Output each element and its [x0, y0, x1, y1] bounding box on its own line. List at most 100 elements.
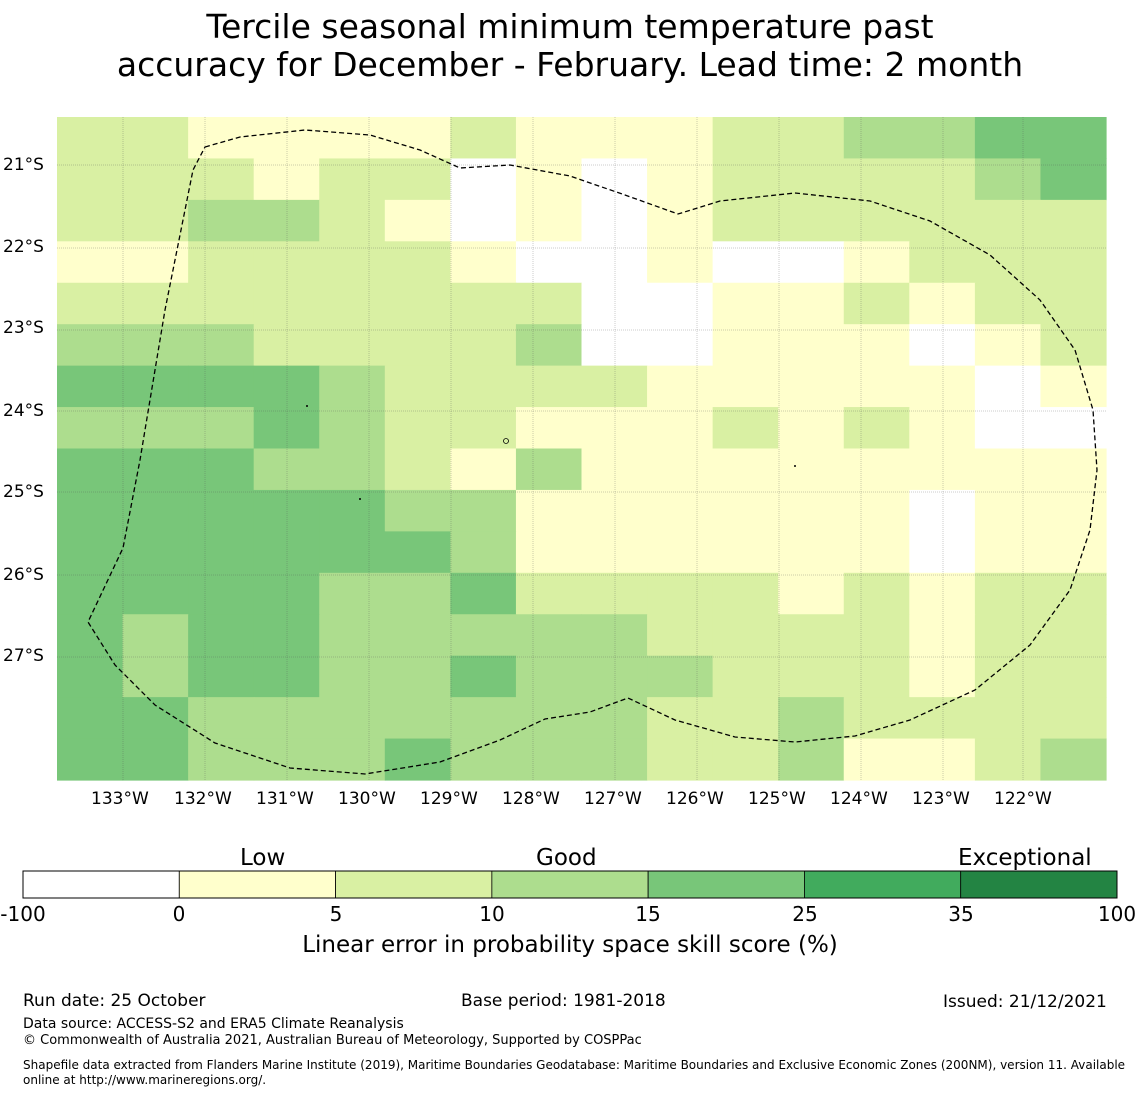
grid-cell — [1040, 199, 1107, 242]
colorbar-tick: 0 — [172, 902, 186, 926]
grid-cell — [909, 407, 976, 450]
grid-cell — [581, 407, 648, 450]
grid-cell — [188, 572, 255, 615]
grid-cell — [57, 655, 124, 698]
grid-cell — [909, 324, 976, 367]
grid-cell — [57, 697, 124, 740]
grid-cell — [843, 324, 910, 367]
grid-cell — [450, 738, 517, 781]
grid-cell — [450, 199, 517, 242]
grid-cell — [974, 158, 1042, 201]
grid-cell — [778, 199, 845, 242]
grid-cell — [515, 738, 583, 781]
grid-cell — [974, 241, 1042, 284]
grid-cell — [122, 282, 189, 325]
grid-cell — [974, 365, 1042, 408]
grid-cell — [909, 199, 976, 242]
grid-cell — [581, 324, 648, 367]
grid-cell — [647, 448, 714, 491]
grid-cell — [778, 448, 845, 491]
grid-cell — [188, 697, 255, 740]
grid-cell — [515, 407, 583, 450]
island-mark — [359, 498, 361, 500]
grid-cell — [57, 365, 124, 408]
grid-cell — [647, 489, 714, 532]
shapefile-credit-line-2: online at http://www.marineregions.org/. — [23, 1073, 267, 1087]
grid-cell — [778, 489, 845, 532]
skill-grid — [57, 117, 1107, 781]
grid-cell — [1040, 241, 1107, 284]
lat-label: 22°S — [3, 237, 44, 257]
lat-label: 27°S — [3, 646, 44, 666]
grid-cell — [384, 241, 451, 284]
grid-cell — [974, 448, 1042, 491]
grid-cell — [909, 531, 976, 574]
grid-cell — [450, 697, 517, 740]
grid-cell — [778, 282, 845, 325]
grid-cell — [515, 158, 583, 201]
grid-cell — [647, 531, 714, 574]
grid-cell — [778, 614, 845, 657]
lon-label: 124°W — [830, 789, 888, 809]
grid-cell — [1040, 614, 1107, 657]
colorbar-axis-label: Linear error in probability space skill … — [302, 932, 838, 958]
grid-cell — [450, 158, 517, 201]
grid-cell — [581, 572, 648, 615]
grid-cell — [515, 572, 583, 615]
grid-cell — [712, 489, 779, 532]
lon-label: 133°W — [91, 789, 149, 809]
grid-cell — [581, 241, 648, 284]
grid-cell — [581, 199, 648, 242]
colorbar-tick: 35 — [948, 902, 974, 926]
grid-cell — [1040, 489, 1107, 532]
grid-cell — [647, 158, 714, 201]
grid-cell — [581, 365, 648, 408]
grid-cell — [253, 241, 320, 284]
grid-cell — [515, 489, 583, 532]
grid-cell — [712, 448, 779, 491]
grid-cell — [647, 282, 714, 325]
grid-cell — [319, 448, 386, 491]
grid-cell — [188, 158, 255, 201]
grid-cell — [1040, 365, 1107, 408]
grid-cell — [188, 489, 255, 532]
grid-cell — [712, 241, 779, 284]
grid-cell — [974, 324, 1042, 367]
colorbar-tick: 100 — [1097, 902, 1137, 926]
grid-cell — [974, 738, 1042, 781]
grid-cell — [778, 738, 845, 781]
grid-cell — [843, 614, 910, 657]
grid-cell — [384, 531, 451, 574]
grid-cell — [319, 117, 386, 160]
grid-cell — [188, 199, 255, 242]
grid-cell — [647, 407, 714, 450]
colorbar-tick: 25 — [792, 902, 818, 926]
grid-cell — [188, 614, 255, 657]
grid-cell — [319, 199, 386, 242]
grid-cell — [253, 655, 320, 698]
grid-cell — [122, 324, 189, 367]
grid-cell — [647, 572, 714, 615]
grid-cell — [843, 531, 910, 574]
grid-cell — [581, 117, 648, 160]
grid-cell — [909, 365, 976, 408]
grid-cell — [1040, 407, 1107, 450]
grid-cell — [647, 117, 714, 160]
grid-cell — [319, 407, 386, 450]
grid-cell — [712, 117, 779, 160]
grid-cell — [450, 407, 517, 450]
grid-cell — [843, 655, 910, 698]
grid-cell — [384, 324, 451, 367]
grid-cell — [57, 117, 124, 160]
grid-cell — [188, 117, 255, 160]
grid-cell — [581, 158, 648, 201]
lon-label: 132°W — [174, 789, 232, 809]
lat-label: 21°S — [3, 155, 44, 175]
grid-cell — [57, 407, 124, 450]
grid-cell — [122, 697, 189, 740]
grid-cell — [450, 365, 517, 408]
grid-cell — [188, 448, 255, 491]
grid-cell — [843, 117, 910, 160]
grid-cell — [450, 241, 517, 284]
grid-cell — [450, 117, 517, 160]
